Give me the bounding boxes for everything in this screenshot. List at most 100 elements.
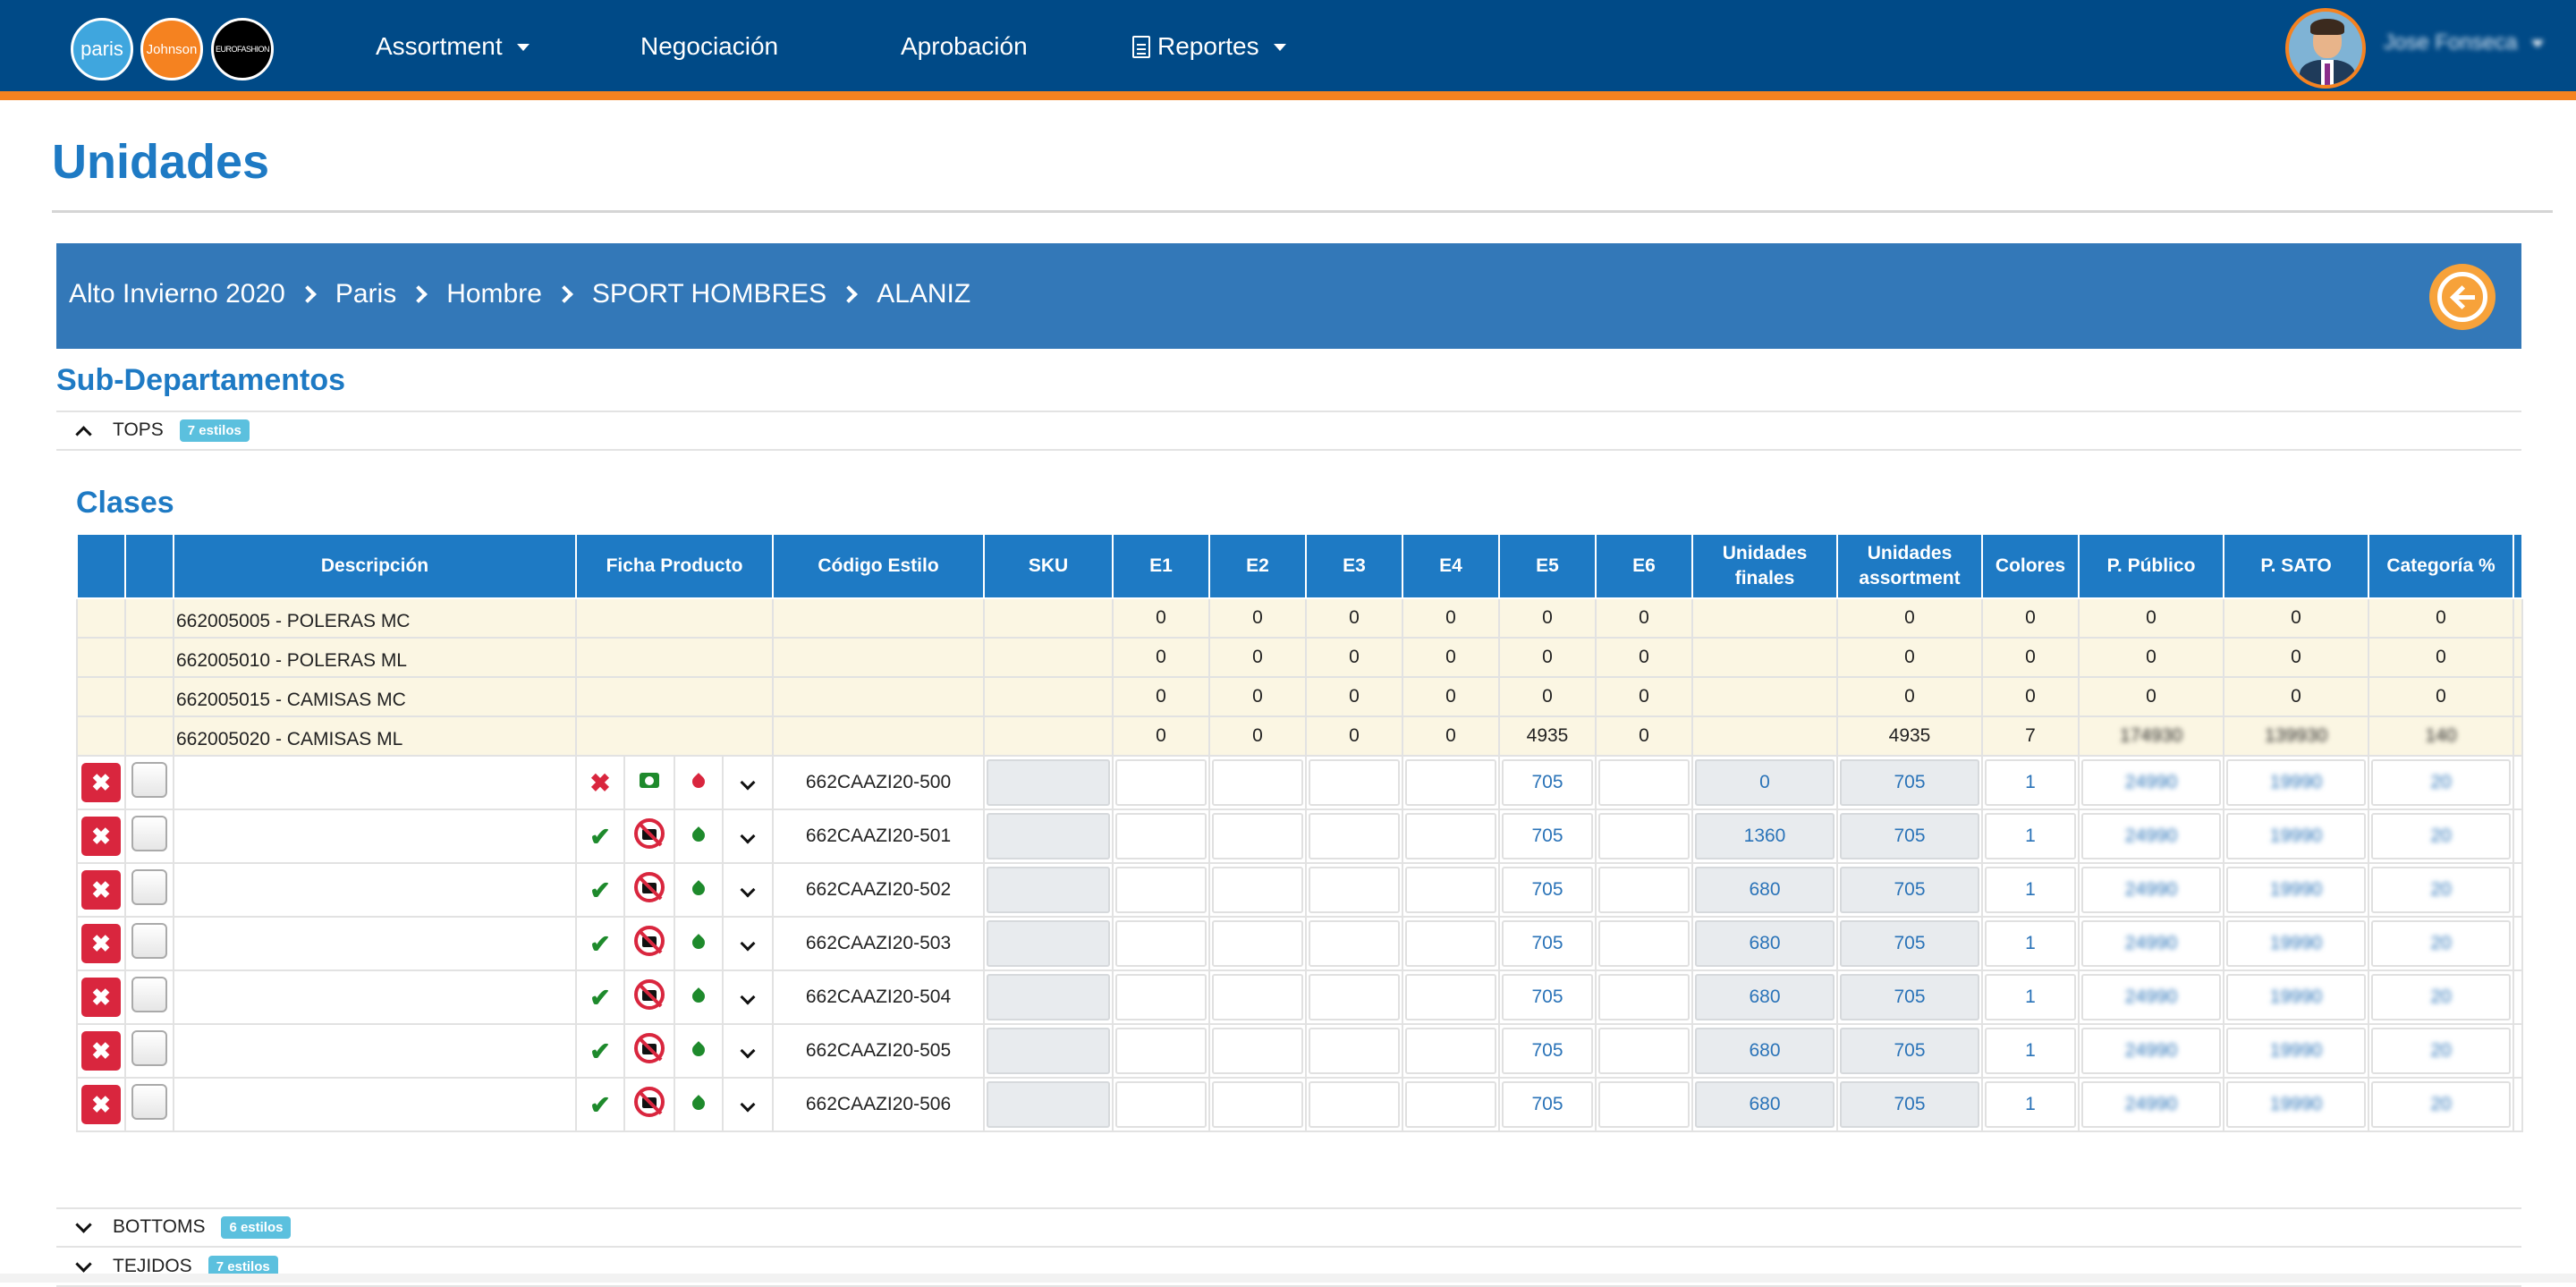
paris-logo[interactable]: paris	[71, 18, 133, 80]
e6-input[interactable]	[1598, 813, 1690, 859]
p-sato-input[interactable]: 19990	[2226, 813, 2366, 859]
sku-input[interactable]	[987, 974, 1110, 1020]
check-icon[interactable]: ✔	[589, 1037, 611, 1065]
chevron-down-icon[interactable]	[740, 1096, 756, 1113]
p-publico-input[interactable]: 24990	[2081, 813, 2221, 859]
e3-input[interactable]	[1309, 920, 1400, 967]
p-publico-input[interactable]: 24990	[2081, 1028, 2221, 1074]
col-header-descripcion[interactable]: Descripción	[173, 533, 577, 599]
drop-icon[interactable]	[690, 880, 708, 898]
accordion-bottoms[interactable]: BOTTOMS 6 estilos	[56, 1208, 2521, 1248]
e5-input[interactable]: 705	[1502, 1028, 1593, 1074]
col-header-e6[interactable]: E6	[1595, 533, 1693, 599]
colores-input[interactable]: 1	[1985, 867, 2076, 913]
delete-button[interactable]: ✖	[81, 870, 121, 910]
unidades-assortment-field[interactable]: 705	[1840, 813, 1979, 859]
col-header-sku[interactable]: SKU	[983, 533, 1114, 599]
p-publico-input[interactable]: 24990	[2081, 759, 2221, 806]
unidades-assortment-field[interactable]: 705	[1840, 920, 1979, 967]
col-header-p-sato[interactable]: P. SATO	[2223, 533, 2369, 599]
unidades-finales-field[interactable]: 680	[1695, 867, 1835, 913]
delete-button[interactable]: ✖	[81, 924, 121, 963]
breadcrumb-item[interactable]: Hombre	[446, 279, 542, 309]
row-checkbox[interactable]	[131, 762, 167, 798]
row-checkbox[interactable]	[131, 1030, 167, 1066]
colores-input[interactable]: 1	[1985, 813, 2076, 859]
categoria-input[interactable]: 20	[2371, 974, 2511, 1020]
col-header-colores[interactable]: Colores	[1981, 533, 2080, 599]
e1-input[interactable]	[1115, 920, 1207, 967]
e4-input[interactable]	[1405, 1028, 1496, 1074]
e4-input[interactable]	[1405, 813, 1496, 859]
colores-input[interactable]: 1	[1985, 1028, 2076, 1074]
drop-icon[interactable]	[690, 934, 708, 952]
user-menu[interactable]: Jose Fonseca	[2384, 30, 2545, 55]
sku-input[interactable]	[987, 920, 1110, 967]
col-header-e2[interactable]: E2	[1208, 533, 1307, 599]
colores-input[interactable]: 1	[1985, 1081, 2076, 1128]
e5-input[interactable]: 705	[1502, 1081, 1593, 1128]
p-publico-input[interactable]: 24990	[2081, 974, 2221, 1020]
breadcrumb-item[interactable]: Paris	[335, 279, 397, 309]
unidades-assortment-field[interactable]: 705	[1840, 974, 1979, 1020]
no-camera-icon[interactable]	[634, 872, 665, 902]
drop-icon[interactable]	[690, 1095, 708, 1113]
e1-input[interactable]	[1115, 759, 1207, 806]
e6-input[interactable]	[1598, 867, 1690, 913]
chevron-down-icon[interactable]	[740, 882, 756, 898]
e1-input[interactable]	[1115, 1081, 1207, 1128]
e6-input[interactable]	[1598, 1028, 1690, 1074]
e3-input[interactable]	[1309, 813, 1400, 859]
e5-input[interactable]: 705	[1502, 867, 1593, 913]
categoria-input[interactable]: 20	[2371, 920, 2511, 967]
colores-input[interactable]: 1	[1985, 920, 2076, 967]
e5-input[interactable]: 705	[1502, 813, 1593, 859]
col-header-codigo[interactable]: Código Estilo	[772, 533, 985, 599]
delete-button[interactable]: ✖	[81, 1085, 121, 1124]
e4-input[interactable]	[1405, 1081, 1496, 1128]
e5-input[interactable]: 705	[1502, 920, 1593, 967]
p-sato-input[interactable]: 19990	[2226, 759, 2366, 806]
sku-input[interactable]	[987, 867, 1110, 913]
e5-input[interactable]: 705	[1502, 974, 1593, 1020]
e6-input[interactable]	[1598, 1081, 1690, 1128]
unidades-finales-field[interactable]: 0	[1695, 759, 1835, 806]
eurofashion-logo[interactable]: EUROFASHION	[211, 18, 274, 80]
categoria-input[interactable]: 20	[2371, 1028, 2511, 1074]
drop-icon[interactable]	[690, 1041, 708, 1059]
delete-button[interactable]: ✖	[81, 817, 121, 856]
e3-input[interactable]	[1309, 1081, 1400, 1128]
nav-negociacion[interactable]: Negociación	[640, 29, 778, 64]
no-camera-icon[interactable]	[634, 1087, 665, 1117]
e3-input[interactable]	[1309, 974, 1400, 1020]
no-camera-icon[interactable]	[634, 979, 665, 1010]
col-header-unidades-finales[interactable]: Unidades finales	[1691, 533, 1838, 599]
no-camera-icon[interactable]	[634, 818, 665, 849]
sku-input[interactable]	[987, 813, 1110, 859]
col-header-ficha[interactable]: Ficha Producto	[575, 533, 774, 599]
p-publico-input[interactable]: 24990	[2081, 1081, 2221, 1128]
sku-input[interactable]	[987, 1081, 1110, 1128]
delete-button[interactable]: ✖	[81, 763, 121, 802]
check-icon[interactable]: ✔	[589, 1090, 611, 1119]
check-icon[interactable]: ✔	[589, 983, 611, 1012]
avatar[interactable]	[2285, 8, 2366, 89]
unidades-finales-field[interactable]: 680	[1695, 1081, 1835, 1128]
breadcrumb-item[interactable]: Alto Invierno 2020	[69, 279, 285, 309]
colores-input[interactable]: 1	[1985, 759, 2076, 806]
back-button[interactable]	[2429, 264, 2496, 330]
nav-aprobacion[interactable]: Aprobación	[901, 29, 1028, 64]
check-icon[interactable]: ✔	[589, 929, 611, 958]
sku-input[interactable]	[987, 759, 1110, 806]
e2-input[interactable]	[1212, 813, 1303, 859]
e3-input[interactable]	[1309, 867, 1400, 913]
col-header-categoria[interactable]: Categoría %	[2368, 533, 2514, 599]
check-icon[interactable]: ✔	[589, 876, 611, 904]
colores-input[interactable]: 1	[1985, 974, 2076, 1020]
row-checkbox[interactable]	[131, 869, 167, 905]
e2-input[interactable]	[1212, 759, 1303, 806]
unidades-assortment-field[interactable]: 705	[1840, 867, 1979, 913]
p-sato-input[interactable]: 19990	[2226, 974, 2366, 1020]
unidades-assortment-field[interactable]: 705	[1840, 1028, 1979, 1074]
nav-reportes[interactable]: Reportes	[1132, 29, 1286, 64]
